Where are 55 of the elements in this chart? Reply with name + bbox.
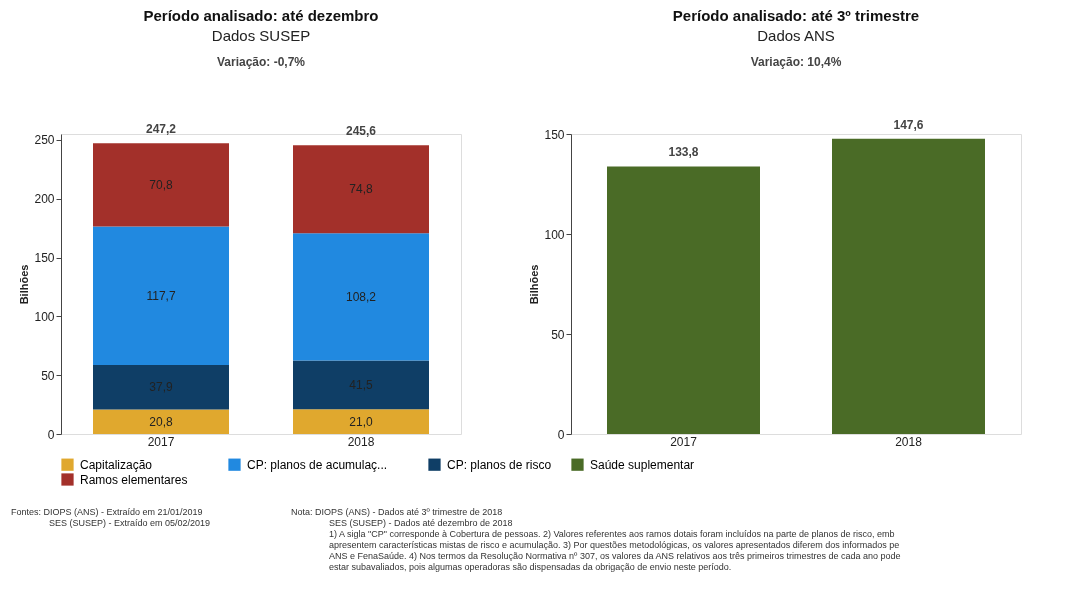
text: estar subavaliados, pois algumas operadoras são dispensadas da obrigação de envio neste período. xyxy=(329,562,732,572)
y-tick-label: 50 xyxy=(41,368,55,383)
data-label: 117,7 xyxy=(146,288,176,303)
y-tick-label: 250 xyxy=(34,133,55,148)
bar xyxy=(93,409,229,434)
chart-title: Período analisado: até dezembro xyxy=(143,7,379,24)
bar xyxy=(93,143,229,227)
total-label: 245,6 xyxy=(345,124,377,139)
text: SES (SUSEP) - Extraído em 05/02/2019 xyxy=(49,518,211,528)
y-tick-label: 0 xyxy=(557,427,565,442)
bar xyxy=(93,226,229,365)
chart-title: Período analisado: até 3º trimestre xyxy=(672,7,920,24)
total-label: 247,2 xyxy=(145,122,177,137)
y-tick-label: 50 xyxy=(551,327,565,342)
text: SES (SUSEP) - Dados até dezembro de 2018 xyxy=(329,518,513,528)
legend-label: CP: planos de risco xyxy=(447,457,552,472)
bar xyxy=(293,145,429,234)
y-tick-label: 100 xyxy=(544,227,565,242)
data-label: 20,8 xyxy=(149,414,173,429)
legend-label: Ramos elementares xyxy=(80,472,188,487)
x-tick-label: 2017 xyxy=(670,434,698,449)
x-tick-label: 2017 xyxy=(147,434,175,449)
legend-label: Saúde suplementar xyxy=(590,457,695,472)
y-tick-label: 200 xyxy=(34,192,55,207)
text: 1) A sigla "CP" corresponde à Cobertura de pessoas. 2) Valores referentes aos ramos dotais foram incluídos na parte de planos de risco, emb xyxy=(329,529,895,539)
data-label: 41,5 xyxy=(349,377,373,392)
legend-label: Capitalização xyxy=(80,457,153,472)
chart-subtitle: Dados SUSEP xyxy=(211,27,311,44)
data-label: 21,0 xyxy=(349,414,373,429)
text: Fontes: DIOPS (ANS) - Extraído em 21/01/2019 xyxy=(11,507,203,517)
chart-subtitle: Dados ANS xyxy=(757,27,835,44)
y-tick-label: 150 xyxy=(34,251,55,266)
y-tick-label: 150 xyxy=(544,127,565,142)
data-label: 70,8 xyxy=(149,177,173,192)
y-axis-title: Bilhões xyxy=(528,264,541,305)
text: Nota: DIOPS (ANS) - Dados até 3º trimestre de 2018 xyxy=(291,507,503,517)
legend-label: CP: planos de acumulaç... xyxy=(247,457,388,472)
x-tick-label: 2018 xyxy=(895,434,923,449)
x-tick-label: 2018 xyxy=(347,434,375,449)
data-label: 37,9 xyxy=(149,380,173,395)
total-label: 133,8 xyxy=(668,145,699,160)
y-axis-title: Bilhões xyxy=(18,264,31,305)
bar xyxy=(93,364,229,410)
y-tick-label: 100 xyxy=(34,309,55,324)
data-label: 108,2 xyxy=(345,289,377,304)
y-tick-label: 0 xyxy=(47,427,55,442)
text: apresentem características mistas de risco e acumulação. 3) Por questões metodológicas, os valores apresentados diferem dos informados pe xyxy=(329,540,900,550)
bar xyxy=(293,360,429,410)
bar xyxy=(293,409,429,434)
text: Variação: -0,7% xyxy=(216,55,306,69)
bar xyxy=(293,233,429,361)
text: ANS e FenaSaúde. 4) Nos termos da Resolução Normativa nº 307, os valores da ANS relativos aos três primeiros trimestres de cada ano pode xyxy=(329,551,901,561)
text: Variação: 10,4% xyxy=(750,55,842,69)
data-label: 74,8 xyxy=(349,182,373,197)
total-label: 147,6 xyxy=(893,117,924,132)
